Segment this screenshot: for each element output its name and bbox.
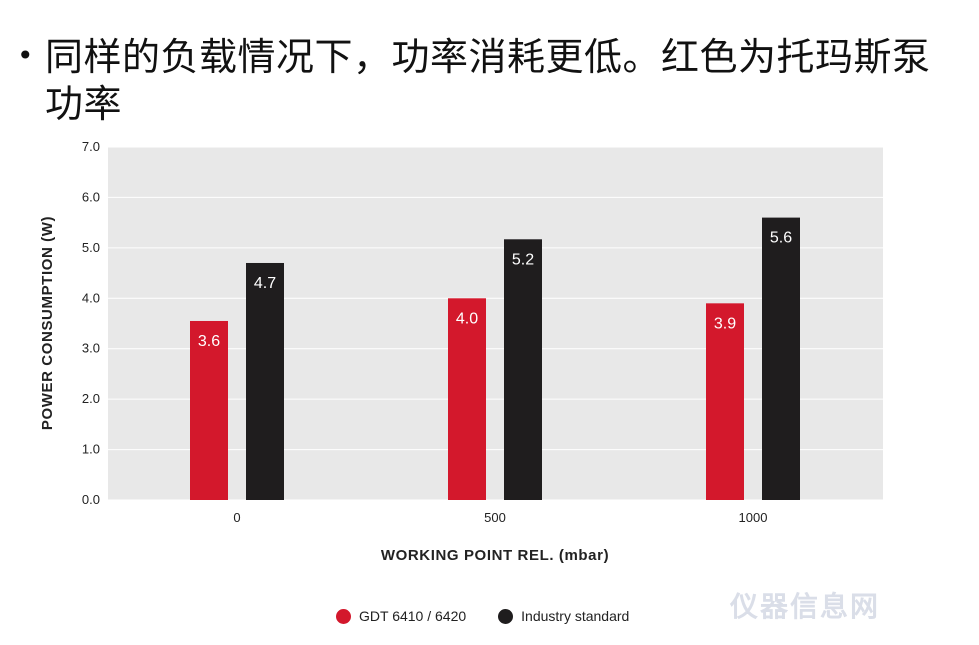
y-axis-ticks: 0.0 1.0 2.0 3.0 4.0 5.0 6.0 7.0 [82, 139, 100, 507]
x-tick-label: 500 [484, 510, 506, 525]
bar-industry [246, 262, 284, 500]
legend: GDT 6410 / 6420 Industry standard [336, 608, 629, 624]
legend-label-industry: Industry standard [521, 608, 630, 624]
x-tick-label: 1000 [739, 510, 768, 525]
bar-value-label-industry: 5.2 [512, 251, 534, 268]
grid-lines [108, 146, 883, 501]
bar-value-label-gdt: 3.6 [198, 333, 220, 350]
slide-title: 同样的负载情况下，功率消耗更低。红色为托玛斯泵功率 [45, 35, 931, 126]
x-axis-ticks: 0 500 1000 [233, 510, 767, 525]
legend-item-industry: Industry standard [498, 608, 629, 624]
legend-swatch-industry [498, 608, 514, 624]
y-tick-label: 4.0 [82, 290, 100, 305]
y-tick-label: 2.0 [82, 391, 100, 406]
bar-value-label-industry: 5.6 [770, 230, 792, 247]
y-tick-label: 1.0 [82, 442, 100, 457]
legend-swatch-gdt [336, 608, 351, 624]
watermark: 仪器信息网 [730, 585, 960, 633]
plot-background [108, 147, 883, 500]
bar-gdt [190, 320, 228, 500]
x-tick-label: 0 [233, 510, 240, 525]
bars-layer: 3.6 4.7 4.0 5.2 3.9 5.6 [190, 217, 800, 500]
bar-industry [762, 217, 800, 500]
bar-industry [504, 239, 542, 500]
watermark-text: 仪器信息网 [730, 590, 881, 623]
y-tick-label: 6.0 [82, 189, 100, 204]
legend-label-gdt: GDT 6410 / 6420 [359, 608, 467, 624]
bullet-icon: • [17, 39, 34, 72]
bar-value-label-gdt: 3.9 [714, 315, 736, 332]
y-tick-label: 5.0 [82, 240, 100, 255]
y-tick-label: 3.0 [82, 341, 100, 356]
bar-value-label-industry: 4.7 [254, 275, 276, 292]
x-axis-title: WORKING POINT REL. (mbar) [381, 547, 609, 564]
bar-value-label-gdt: 4.0 [456, 310, 478, 327]
y-tick-label: 7.0 [82, 139, 100, 154]
bar-gdt [706, 303, 744, 500]
y-axis-title: POWER CONSUMPTION (W) [39, 216, 56, 430]
y-tick-label: 0.0 [82, 492, 100, 507]
bar-gdt [448, 298, 486, 500]
legend-item-gdt: GDT 6410 / 6420 [336, 608, 466, 624]
